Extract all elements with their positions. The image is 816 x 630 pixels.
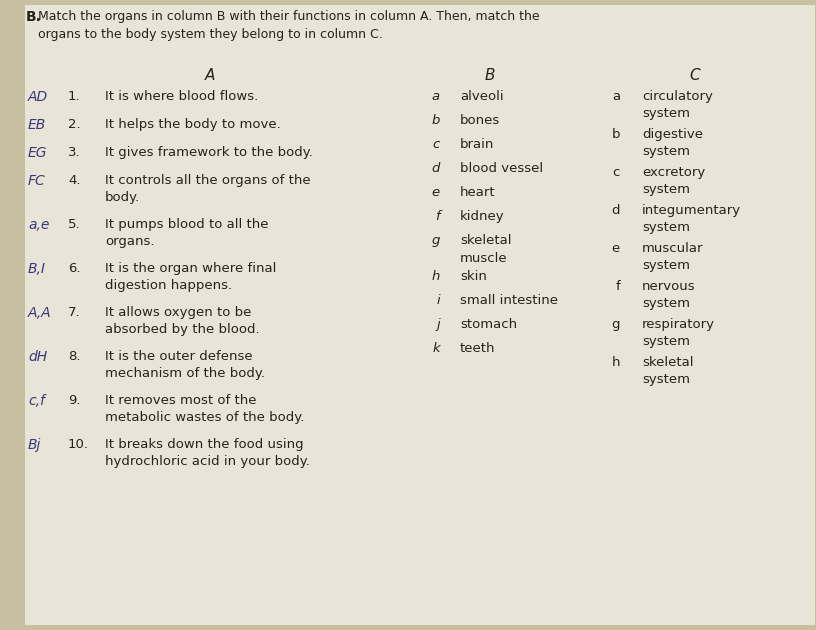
Text: Match the organs in column B with their functions in column A. Then, match the
o: Match the organs in column B with their … [38, 10, 539, 41]
Text: g: g [611, 318, 620, 331]
Text: 10.: 10. [68, 438, 89, 451]
Text: B.: B. [26, 10, 42, 24]
Text: 5.: 5. [68, 218, 81, 231]
Text: 6.: 6. [68, 262, 81, 275]
Text: 7.: 7. [68, 306, 81, 319]
Text: stomach: stomach [460, 318, 517, 331]
Text: h: h [432, 270, 440, 283]
Text: It allows oxygen to be
absorbed by the blood.: It allows oxygen to be absorbed by the b… [105, 306, 259, 336]
Text: d: d [432, 162, 440, 175]
Text: c: c [432, 138, 440, 151]
Text: It is the organ where final
digestion happens.: It is the organ where final digestion ha… [105, 262, 277, 292]
Text: B: B [485, 68, 495, 83]
Text: e: e [432, 186, 440, 199]
Text: It breaks down the food using
hydrochloric acid in your body.: It breaks down the food using hydrochlor… [105, 438, 310, 469]
Text: B,I: B,I [28, 262, 46, 276]
Text: b: b [432, 114, 440, 127]
Text: kidney: kidney [460, 210, 504, 223]
Text: c: c [613, 166, 620, 179]
Text: d: d [611, 204, 620, 217]
Text: a,e: a,e [28, 218, 50, 232]
Text: a: a [432, 90, 440, 103]
Text: integumentary
system: integumentary system [642, 204, 741, 234]
Text: 9.: 9. [68, 394, 81, 407]
Text: h: h [611, 356, 620, 369]
Text: heart: heart [460, 186, 495, 199]
Text: It is where blood flows.: It is where blood flows. [105, 90, 258, 103]
Text: small intestine: small intestine [460, 294, 558, 307]
Text: digestive
system: digestive system [642, 128, 703, 159]
Text: It removes most of the
metabolic wastes of the body.: It removes most of the metabolic wastes … [105, 394, 304, 425]
Text: teeth: teeth [460, 342, 495, 355]
Text: 1.: 1. [68, 90, 81, 103]
Text: e: e [612, 242, 620, 255]
Text: skeletal
muscle: skeletal muscle [460, 234, 512, 265]
Text: A,A: A,A [28, 306, 51, 320]
Text: It gives framework to the body.: It gives framework to the body. [105, 146, 313, 159]
Text: 4.: 4. [68, 174, 81, 187]
Text: a: a [612, 90, 620, 103]
Text: f: f [615, 280, 620, 293]
Text: b: b [611, 128, 620, 141]
Text: dH: dH [28, 350, 47, 364]
Text: nervous
system: nervous system [642, 280, 695, 311]
Text: bones: bones [460, 114, 500, 127]
Text: Bj: Bj [28, 438, 42, 452]
Text: 8.: 8. [68, 350, 81, 363]
Text: g: g [432, 234, 440, 247]
Text: skeletal
system: skeletal system [642, 356, 694, 386]
FancyBboxPatch shape [25, 5, 815, 625]
Text: 2.: 2. [68, 118, 81, 131]
Text: It is the outer defense
mechanism of the body.: It is the outer defense mechanism of the… [105, 350, 265, 381]
Text: It pumps blood to all the
organs.: It pumps blood to all the organs. [105, 218, 268, 248]
Text: C: C [690, 68, 700, 83]
Text: respiratory
system: respiratory system [642, 318, 715, 348]
Text: It helps the body to move.: It helps the body to move. [105, 118, 281, 131]
Text: alveoli: alveoli [460, 90, 503, 103]
Text: FC: FC [28, 174, 46, 188]
Text: A: A [205, 68, 215, 83]
Text: 3.: 3. [68, 146, 81, 159]
Text: j: j [437, 318, 440, 331]
Text: brain: brain [460, 138, 494, 151]
Text: i: i [437, 294, 440, 307]
Text: skin: skin [460, 270, 487, 283]
Text: c,f: c,f [28, 394, 45, 408]
Text: EG: EG [28, 146, 47, 160]
Text: blood vessel: blood vessel [460, 162, 543, 175]
Text: EB: EB [28, 118, 47, 132]
Text: muscular
system: muscular system [642, 242, 703, 273]
Text: AD: AD [28, 90, 48, 104]
Text: f: f [436, 210, 440, 223]
Text: k: k [432, 342, 440, 355]
Text: It controls all the organs of the
body.: It controls all the organs of the body. [105, 174, 311, 205]
Text: circulatory
system: circulatory system [642, 90, 713, 120]
Text: excretory
system: excretory system [642, 166, 705, 197]
